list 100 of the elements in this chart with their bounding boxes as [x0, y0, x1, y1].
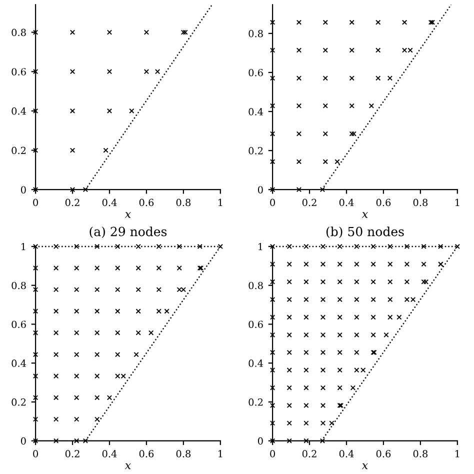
point	[182, 30, 188, 35]
y-tick-label: 0.6	[12, 320, 26, 328]
y-tick-label: 1	[22, 242, 26, 250]
point	[322, 20, 328, 25]
y-tick-label: 0.6	[248, 320, 263, 328]
point	[129, 108, 134, 114]
x-tick-label: 0.2	[65, 450, 80, 458]
text: (b) 50 nodes	[326, 226, 404, 238]
x-tick-label: 0.8	[176, 198, 191, 206]
x-tick-label: 1	[218, 198, 222, 206]
text: (a) 29 nodes	[90, 226, 167, 238]
x-tick-label: 0.6	[376, 450, 391, 458]
y-tick-label: 0.8	[12, 282, 26, 290]
point	[322, 131, 328, 136]
x-tick-label: 0.8	[176, 450, 191, 458]
y-tick-label: 0.8	[248, 282, 263, 290]
x-tick-label: 0.4	[102, 450, 117, 458]
point	[270, 131, 276, 136]
point	[322, 76, 328, 81]
x-axis-title: x	[362, 463, 368, 470]
y-tick-label: 0.6	[248, 68, 263, 76]
x-tick-label: 0.2	[302, 450, 316, 458]
y-tick-label: 0.2	[248, 398, 263, 406]
point	[106, 69, 112, 74]
x-tick-label: 0.4	[102, 198, 117, 206]
point	[70, 148, 76, 153]
point	[349, 48, 354, 53]
point	[368, 103, 374, 108]
point	[70, 187, 76, 192]
x-tick-label: 0.2	[65, 198, 80, 206]
y-tick-label: 0	[258, 186, 263, 194]
x-tick-label: 0.6	[139, 198, 154, 206]
point	[32, 30, 38, 35]
y-tick-label: 0	[258, 437, 263, 445]
point	[270, 103, 276, 108]
y-tick-label: 0.4	[248, 108, 264, 116]
point	[351, 131, 356, 136]
point	[376, 76, 381, 81]
point	[270, 48, 276, 53]
x-tick-label: 0.4	[339, 198, 354, 206]
x-tick-label: 0	[33, 198, 38, 206]
point	[296, 131, 302, 136]
x-tick-label: 0.6	[376, 198, 391, 206]
point	[154, 69, 160, 74]
point	[106, 108, 112, 114]
point	[32, 69, 38, 74]
x-tick-label: 0.4	[339, 450, 354, 458]
x-tick-label: 0	[33, 450, 38, 458]
x-tick-label: 0	[270, 450, 275, 458]
point	[322, 48, 328, 53]
point	[103, 148, 108, 153]
point	[144, 69, 150, 74]
x-tick-label: 0	[270, 198, 275, 206]
y-tick-label: 0.4	[12, 360, 26, 367]
point	[322, 159, 328, 164]
point	[70, 69, 76, 74]
point	[349, 131, 354, 136]
x-tick-label: 1	[456, 450, 460, 458]
point	[296, 48, 302, 53]
point	[296, 159, 302, 164]
point	[320, 187, 326, 192]
y-tick-label: 0.6	[12, 68, 26, 76]
y-tick-label: 1	[258, 242, 262, 250]
point	[270, 20, 276, 25]
point	[322, 103, 328, 108]
point	[180, 30, 186, 35]
point	[349, 103, 354, 108]
x-tick-label: 0.2	[302, 198, 316, 206]
point	[349, 76, 354, 81]
y-tick-label: 0.2	[12, 398, 26, 406]
point	[270, 76, 276, 81]
x-tick-label: 1	[218, 450, 222, 458]
x-tick-label: 0.8	[413, 450, 428, 458]
x-axis-title: x	[362, 212, 368, 218]
y-tick-label: 0.8	[12, 28, 26, 36]
y-tick-label: 0.4	[248, 360, 264, 367]
y-tick-label: 0.2	[12, 146, 26, 154]
point	[270, 159, 276, 164]
point	[144, 30, 150, 35]
x-tick-label: 0.6	[139, 450, 154, 458]
x-tick-label: 0.8	[413, 198, 428, 206]
point	[32, 108, 38, 114]
y-tick-label: 0	[20, 186, 26, 194]
point	[82, 187, 88, 192]
y-tick-label: 0	[20, 437, 26, 445]
y-tick-label: 0.8	[248, 30, 263, 38]
point	[402, 20, 408, 25]
point	[32, 148, 38, 153]
point	[70, 30, 76, 35]
x-axis-title: x	[124, 463, 131, 470]
point	[296, 76, 302, 81]
point	[106, 30, 112, 35]
point	[334, 159, 340, 164]
point	[349, 20, 354, 25]
point	[296, 103, 302, 108]
point	[296, 187, 302, 192]
point	[70, 108, 76, 114]
x-axis-title: x	[124, 212, 131, 218]
point	[296, 20, 302, 25]
point	[376, 20, 381, 25]
